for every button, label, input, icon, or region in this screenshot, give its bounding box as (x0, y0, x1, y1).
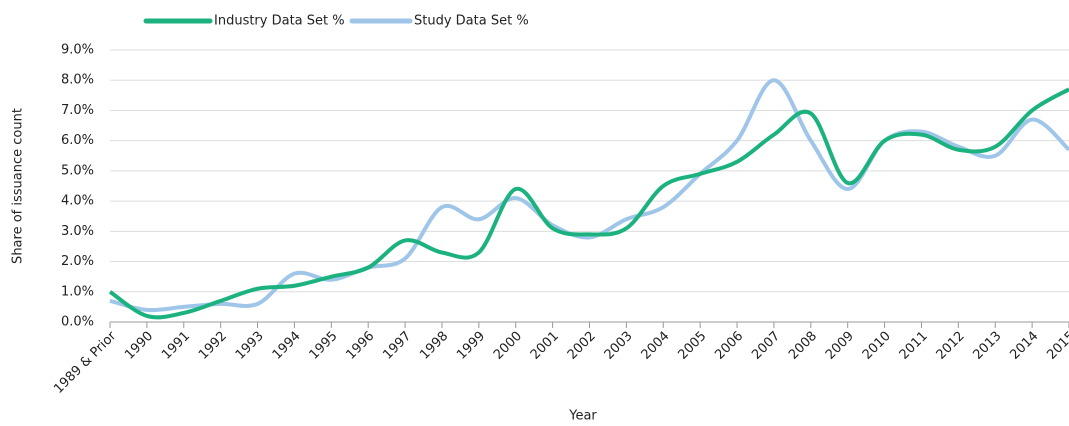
y-tick-label: 9.0% (61, 43, 94, 58)
x-tick-label: 1995 (307, 329, 341, 363)
x-tick-label: 2014 (1007, 329, 1041, 363)
y-tick-label: 2.0% (61, 254, 94, 269)
y-tick-label: 7.0% (61, 103, 94, 118)
x-tick-label: 2012 (934, 329, 968, 363)
x-tick-label: 2001 (528, 329, 562, 363)
x-tick-label: 2007 (749, 329, 783, 363)
x-tick-label: 2002 (565, 329, 599, 363)
x-tick-label: 1999 (454, 329, 488, 363)
y-tick-label: 1.0% (61, 284, 94, 299)
x-axis-label: Year (568, 409, 597, 424)
x-tick-label: 1998 (417, 329, 451, 363)
x-tick-label: 1989 & Prior (51, 328, 120, 397)
x-tick-label: 1991 (159, 329, 193, 363)
y-tick-label: 6.0% (61, 133, 94, 148)
x-tick-label: 1992 (196, 329, 230, 363)
x-tick-label: 1993 (233, 329, 267, 363)
y-tick-label: 8.0% (61, 73, 94, 88)
y-tick-label: 0.0% (61, 315, 94, 330)
x-tick-label: 2015 (1044, 329, 1069, 363)
legend-label: Industry Data Set % (214, 14, 345, 29)
y-tick-label: 3.0% (61, 224, 94, 239)
x-tick-label: 1994 (270, 329, 304, 363)
y-axis-label: Share of issuance count (11, 108, 26, 264)
x-tick-label: 2000 (491, 329, 525, 363)
x-tick-label: 1996 (343, 329, 377, 363)
x-tick-label: 2010 (860, 329, 894, 363)
x-tick-label: 2008 (786, 329, 820, 363)
legend-label: Study Data Set % (414, 14, 529, 29)
x-tick-label: 1990 (122, 329, 156, 363)
series-line (108, 87, 1069, 320)
x-tick-label: 2013 (971, 329, 1005, 363)
x-tick-label: 2005 (675, 329, 709, 363)
x-tick-label: 2004 (639, 329, 673, 363)
y-tick-label: 4.0% (61, 194, 94, 209)
series-line (109, 78, 1069, 313)
x-tick-label: 1997 (380, 329, 414, 363)
x-tick-label: 2006 (712, 329, 746, 363)
x-tick-label: 2003 (602, 329, 636, 363)
x-tick-label: 2011 (897, 329, 931, 363)
x-tick-label: 2009 (823, 329, 857, 363)
y-tick-label: 5.0% (61, 163, 94, 178)
